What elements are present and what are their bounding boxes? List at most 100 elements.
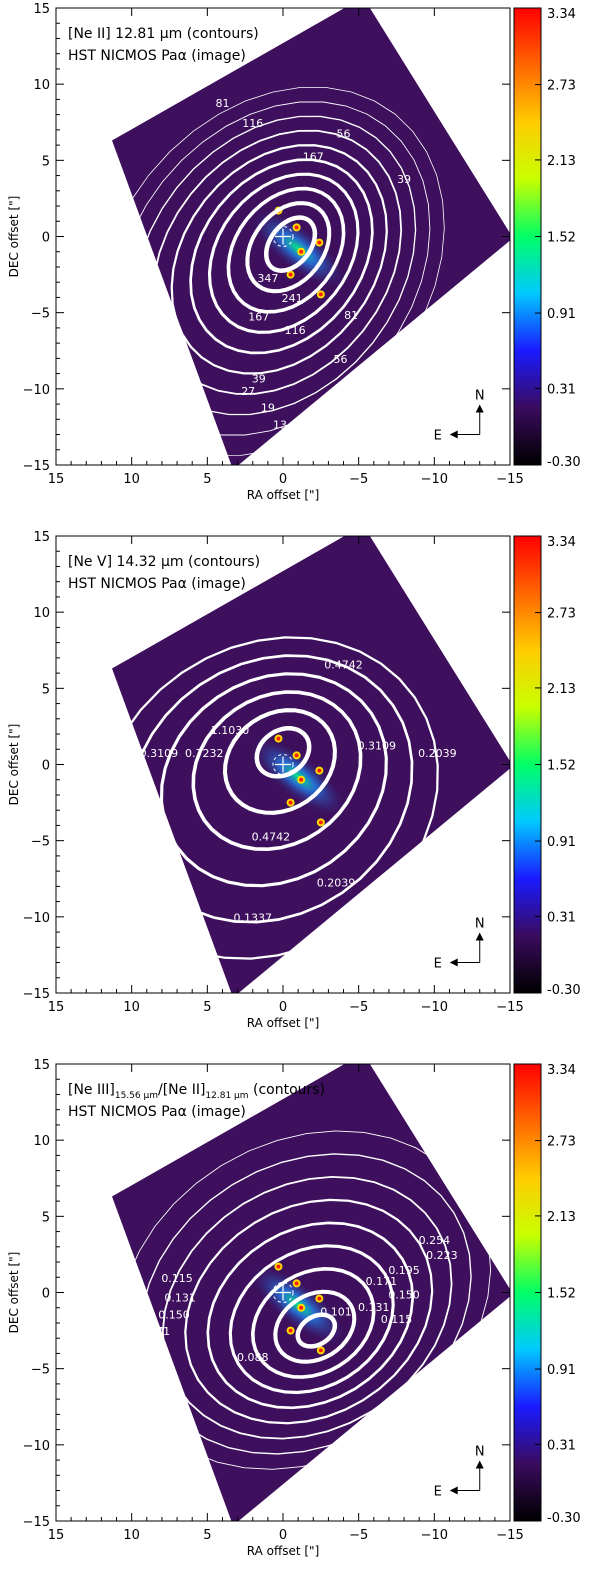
emission-knot-core <box>276 736 281 741</box>
x-tick-label: −10 <box>421 1000 448 1015</box>
legend-line-2: HST NICMOS Paα (image) <box>68 1104 246 1120</box>
y-axis-title: DEC offset ["] <box>7 1252 21 1334</box>
contour-level-4 <box>128 654 414 924</box>
contour-level-2 <box>226 186 346 314</box>
contour-label: 81 <box>344 309 358 322</box>
contour-label: 0.171 <box>139 1325 171 1338</box>
colorbar-tick-label: 1.52 <box>547 231 576 246</box>
x-tick-label: 5 <box>203 1528 211 1543</box>
y-tick-label: −15 <box>23 1515 50 1530</box>
contour-label: 0.4742 <box>324 659 363 672</box>
emission-knot-core <box>317 1296 322 1301</box>
y-tick-label: −15 <box>23 987 50 1002</box>
y-tick-label: −10 <box>23 1439 50 1454</box>
y-tick-label: 10 <box>33 78 50 93</box>
colorbar-tick-label: 1.52 <box>547 1287 576 1302</box>
x-tick-label: 0 <box>279 1000 287 1015</box>
emission-knot-core <box>288 272 293 277</box>
contour-label: 116 <box>242 117 263 130</box>
contour-label: 56 <box>337 127 351 140</box>
contour-label: 167 <box>303 150 324 163</box>
colorbar-tick-label: 2.73 <box>547 607 576 622</box>
colorbar-tick-label: -0.30 <box>547 983 581 998</box>
contour-label: 167 <box>248 310 269 323</box>
y-tick-label: −5 <box>31 1363 50 1378</box>
x-tick-label: −15 <box>496 1000 523 1015</box>
emission-knot-core <box>299 1305 304 1310</box>
colorbar-tick-label: -0.30 <box>547 1511 581 1526</box>
legend-line-2: HST NICMOS Paα (image) <box>68 48 246 64</box>
contour-label: 0.115 <box>161 1272 193 1285</box>
x-tick-label: −10 <box>421 472 448 487</box>
contour-level-0 <box>295 1312 338 1349</box>
x-tick-label: 5 <box>203 472 211 487</box>
contour-level-5 <box>184 1198 434 1425</box>
y-tick-label: −15 <box>23 459 50 474</box>
x-axis-title: RA offset ["] <box>247 488 320 502</box>
contour-label: 241 <box>282 292 303 305</box>
nucleus-cross <box>275 228 291 245</box>
contour-label: 0.131 <box>164 1292 196 1305</box>
legend-line-1: [Ne V] 14.32 μm (contours) <box>68 554 260 570</box>
colorbar-tick-label: 3.34 <box>547 7 576 22</box>
emission-knot-core <box>294 1281 299 1286</box>
contour-label: 0.254 <box>419 1234 451 1247</box>
y-tick-label: 15 <box>33 1058 50 1073</box>
contour-label: 0.131 <box>358 1301 390 1314</box>
x-tick-label: 5 <box>203 1000 211 1015</box>
contour-level-6 <box>161 1175 453 1440</box>
contour-label: 0.101 <box>320 1305 352 1318</box>
colorbar-tick-label: 2.13 <box>547 682 576 697</box>
emission-knot-core <box>294 225 299 230</box>
colorbar-tick-label: 3.34 <box>547 535 576 550</box>
panel-3: 0.2540.2230.1950.1710.1500.1310.1150.101… <box>7 1058 581 1558</box>
contour-label: 56 <box>334 353 348 366</box>
contour-label: 0.171 <box>366 1275 398 1288</box>
contour-level-7 <box>133 115 417 416</box>
nucleus-cross <box>275 1284 291 1301</box>
contour-level-0 <box>264 215 318 273</box>
colorbar-tick-label: 2.73 <box>547 79 576 94</box>
contour-level-8 <box>117 1130 492 1470</box>
nucleus-cross <box>275 756 291 773</box>
contour-label: 0.2039 <box>317 876 356 889</box>
contour-level-4 <box>206 1221 415 1410</box>
x-tick-label: 15 <box>48 472 65 487</box>
contour-label: 0.3109 <box>358 739 397 752</box>
north-arrow-icon <box>475 932 484 941</box>
contour-label: 0.115 <box>381 1313 413 1326</box>
contour-level-2 <box>191 690 363 852</box>
contour-label: 0.4742 <box>252 831 291 844</box>
compass-north-label: N <box>475 917 485 932</box>
x-tick-label: −5 <box>349 1528 368 1543</box>
legend-subscript: 12.81 μm <box>205 1091 248 1101</box>
nucleus-aperture <box>272 226 294 247</box>
x-tick-label: −10 <box>421 1528 448 1543</box>
contour-label: 0.150 <box>388 1289 420 1302</box>
y-tick-label: 0 <box>42 231 50 246</box>
nucleus-aperture <box>272 1282 294 1303</box>
y-tick-label: −5 <box>31 835 50 850</box>
emission-ridge <box>247 734 349 819</box>
x-tick-label: 15 <box>48 1528 65 1543</box>
y-tick-label: 10 <box>33 1134 50 1149</box>
colorbar-tick-label: 0.91 <box>547 835 576 850</box>
contour-label: 81 <box>215 97 229 110</box>
contour-label: 347 <box>257 272 278 285</box>
contour-level-9 <box>95 87 445 457</box>
colorbar-tick-label: 0.91 <box>547 307 576 322</box>
y-tick-label: 5 <box>42 1210 50 1225</box>
contours <box>95 87 445 457</box>
legend-line-2: HST NICMOS Paα (image) <box>68 576 246 592</box>
y-tick-label: −5 <box>31 307 50 322</box>
contour-label: 0.1337 <box>233 911 272 924</box>
x-tick-label: −15 <box>496 1528 523 1543</box>
y-tick-label: 5 <box>42 154 50 169</box>
contour-label: 0.150 <box>158 1308 190 1321</box>
east-arrow-icon <box>449 1486 458 1495</box>
y-tick-label: 15 <box>33 2 50 17</box>
colorbar-tick-label: 0.31 <box>547 1438 576 1453</box>
emission-ridge <box>247 1262 349 1347</box>
